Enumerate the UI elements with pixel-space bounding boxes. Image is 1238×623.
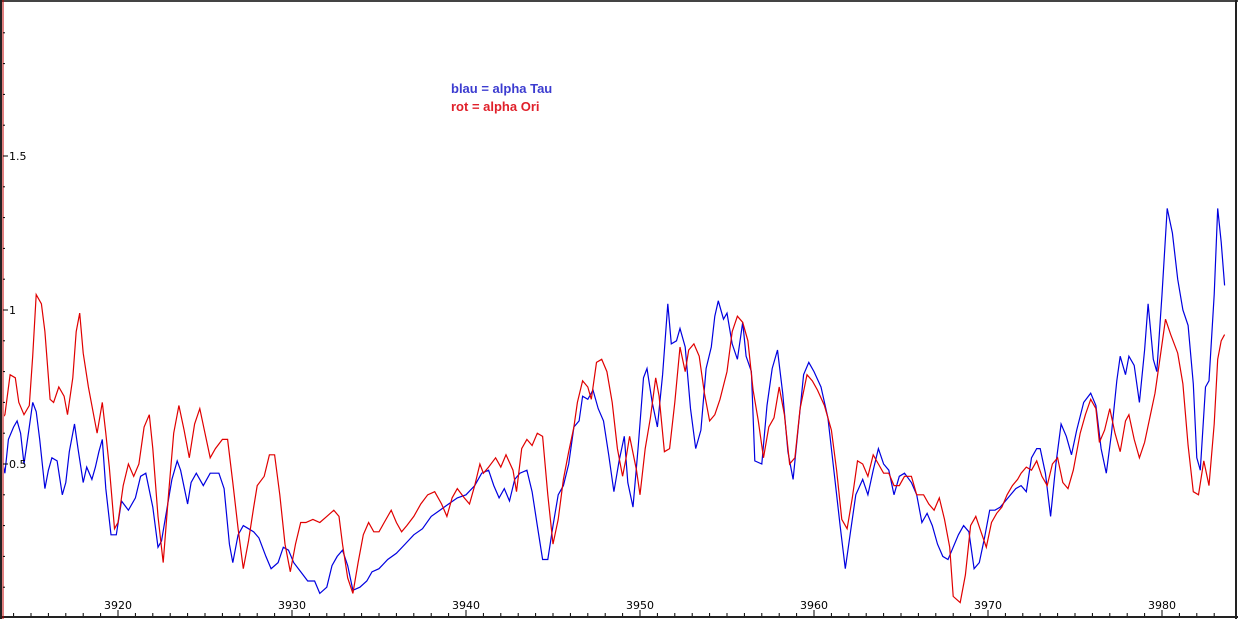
x-tick-label: 3930: [278, 599, 306, 612]
x-tick-label: 3940: [452, 599, 480, 612]
y-tick-label: 0.5: [9, 458, 27, 471]
legend: blau = alpha Tau rot = alpha Ori: [451, 80, 552, 116]
x-tick-label: 3960: [800, 599, 828, 612]
x-tick-label: 3980: [1148, 599, 1176, 612]
series-line-alpha-tau: [4, 208, 1226, 595]
y-tick-label: 1.5: [9, 150, 27, 163]
legend-entry-alpha-ori: rot = alpha Ori: [451, 99, 540, 114]
x-tick-label: 3970: [974, 599, 1002, 612]
y-tick-label: 1: [9, 304, 16, 317]
x-tick-label: 3920: [104, 599, 132, 612]
x-tick-label: 3950: [626, 599, 654, 612]
legend-entry-alpha-tau: blau = alpha Tau: [451, 81, 553, 96]
series-line-alpha-ori: [4, 292, 1226, 604]
series-layer: [4, 208, 1226, 604]
